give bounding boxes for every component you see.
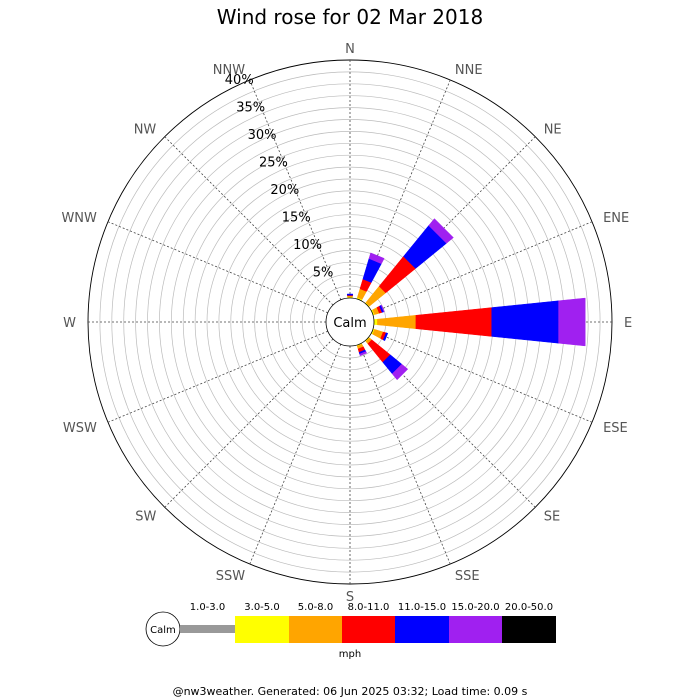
grid-ring — [111, 83, 589, 561]
direction-label-wsw: WSW — [63, 421, 97, 436]
legend-swatch-15.0-20.0 — [449, 616, 502, 643]
bar-ne-15.0-20.0 — [428, 218, 454, 244]
direction-label-nnw: NNW — [213, 63, 245, 78]
bar-n-11.0-15.0 — [346, 293, 354, 296]
direction-label-sw: SW — [135, 510, 156, 525]
ring-label: 15% — [282, 210, 311, 225]
bar-sse-15.0-20.0 — [359, 351, 368, 357]
direction-label-ssw: SSW — [216, 569, 246, 584]
bar-e-15.0-20.0 — [558, 297, 586, 347]
legend-swatch-1.0-3.0 — [180, 625, 235, 633]
bar-nne-15.0-20.0 — [368, 252, 385, 265]
bar-e-3.0-5.0 — [373, 318, 378, 326]
legend-swatch-8.0-11.0 — [342, 616, 395, 643]
ring-label: 30% — [248, 128, 277, 143]
legend-swatch-20.0-50.0 — [502, 616, 556, 643]
calm-label: Calm — [333, 316, 366, 331]
legend-label-3.0-5.0: 3.0-5.0 — [244, 602, 279, 613]
direction-label-se: SE — [544, 510, 560, 525]
legend-label-1.0-3.0: 1.0-3.0 — [190, 602, 225, 613]
chart-title: Wind rose for 02 Mar 2018 — [217, 5, 483, 29]
wind-bars — [346, 218, 586, 381]
bar-se-15.0-20.0 — [391, 363, 409, 381]
direction-label-wnw: WNW — [61, 211, 97, 226]
legend-calm-label: Calm — [150, 625, 176, 636]
calm-circle — [325, 297, 375, 347]
direction-label-w: W — [63, 316, 76, 331]
legend: Calm mph 1.0-3.0 3.0-5.0 5.0-8.0 8.0-11.0 11… — [145, 602, 556, 660]
ring-label: 35% — [236, 100, 265, 115]
footer-text: @nw3weather. Generated: 06 Jun 2025 03:3… — [173, 685, 528, 698]
legend-swatch-5.0-8.0 — [289, 616, 342, 643]
bar-ene-15.0-20.0 — [380, 304, 385, 313]
legend-label-8.0-11.0: 8.0-11.0 — [348, 602, 390, 613]
legend-label-20.0-50.0: 20.0-50.0 — [505, 602, 553, 613]
calm-center: Calm — [325, 297, 375, 347]
direction-label-n: N — [345, 42, 355, 57]
direction-label-ene: ENE — [603, 211, 629, 226]
legend-swatch-11.0-15.0 — [395, 616, 449, 643]
bar-e-8.0-11.0 — [415, 307, 492, 337]
bar-e-11.0-15.0 — [491, 300, 559, 344]
ring-label: 40% — [225, 73, 254, 88]
direction-label-ese: ESE — [603, 421, 628, 436]
direction-label-nw: NW — [134, 122, 157, 137]
ring-label: 10% — [293, 238, 322, 253]
direction-label-s: S — [346, 590, 354, 605]
legend-swatch-3.0-5.0 — [235, 616, 289, 643]
bar-ese-11.0-15.0 — [382, 332, 389, 342]
legend-unit: mph — [339, 649, 361, 660]
direction-label-e: E — [624, 316, 632, 331]
ring-label: 20% — [270, 183, 299, 198]
polar-labels: N NNE NE ENE E ESE SE SSE S SSW SW WSW W WNW NW NNW 5% 10… — [61, 42, 632, 605]
legend-label-5.0-8.0: 5.0-8.0 — [298, 602, 333, 613]
bar-e-5.0-8.0 — [377, 315, 417, 329]
legend-label-15.0-20.0: 15.0-20.0 — [451, 602, 499, 613]
ring-label: 5% — [313, 265, 334, 280]
grid-ring — [99, 71, 601, 573]
ring-label: 25% — [259, 155, 288, 170]
direction-label-nne: NNE — [455, 63, 483, 78]
legend-label-11.0-15.0: 11.0-15.0 — [398, 602, 446, 613]
direction-label-ne: NE — [544, 122, 562, 137]
direction-label-sse: SSE — [455, 569, 480, 584]
